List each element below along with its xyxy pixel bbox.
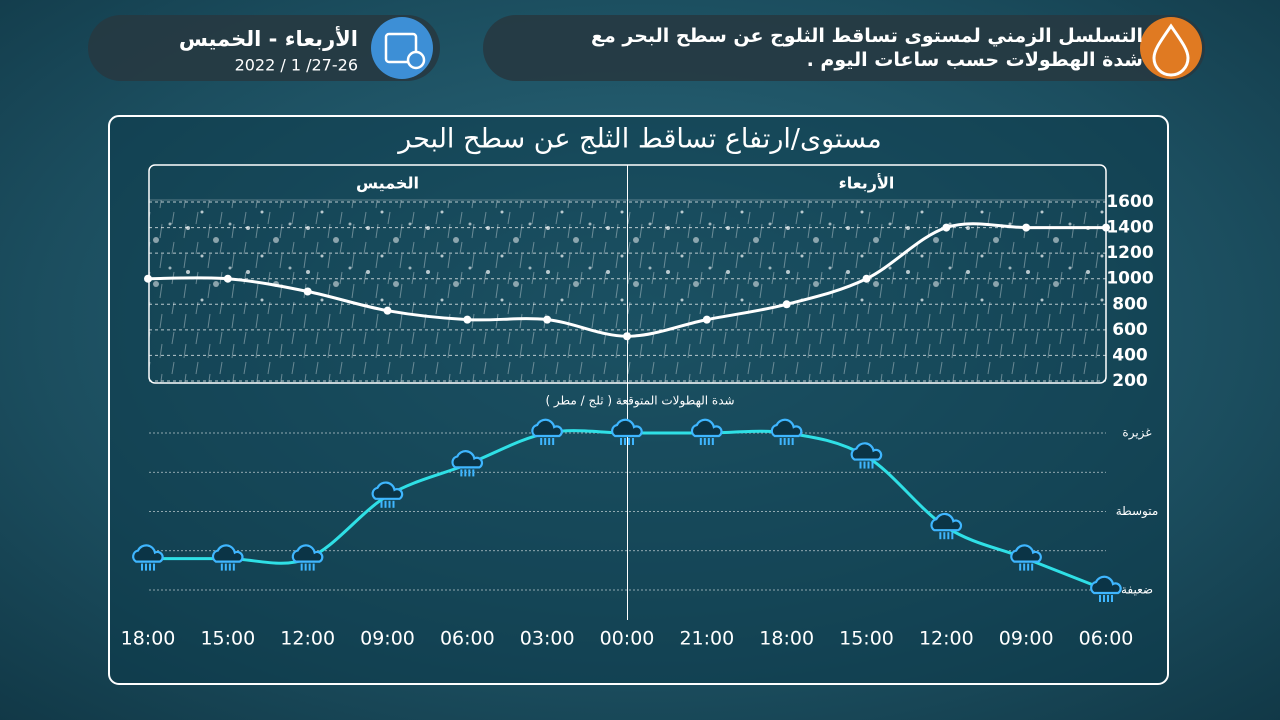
- point: [223, 274, 232, 283]
- x-tick-label: 09:00: [360, 628, 415, 650]
- y-tick-label: غزيرة: [1122, 426, 1151, 441]
- x-tick-label: 21:00: [679, 628, 734, 650]
- x-tick-label: 18:00: [121, 628, 176, 650]
- icon-part: [1010, 544, 1042, 563]
- icon-part: [930, 512, 963, 532]
- point: [383, 306, 392, 315]
- intensity-title: شدة الهطولات المتوقعة ( ثلج / مطر ): [545, 394, 734, 409]
- x-tick-label: 18:00: [759, 628, 814, 650]
- rain-cloud-icon: [211, 544, 244, 571]
- y-tick-label: 1000: [1106, 269, 1153, 289]
- x-tick-label: 15:00: [839, 628, 894, 650]
- clock-icon: [406, 50, 426, 70]
- rain-cloud-icon: [611, 418, 643, 445]
- point: [1102, 223, 1110, 232]
- chart-title: مستوى/ارتفاع تساقط الثلج عن سطح البحر: [396, 124, 882, 155]
- point: [702, 315, 711, 324]
- y-tick-label: 200: [1112, 371, 1148, 391]
- header-days: الأربعاء - الخميس: [179, 25, 358, 51]
- header-date: 2022 / 1 /27-26: [235, 56, 358, 75]
- rain-cloud-icon: [770, 418, 803, 445]
- x-tick-label: 06:00: [1079, 628, 1134, 650]
- icon-part: [451, 450, 484, 469]
- icon-part: [1090, 575, 1122, 595]
- icon-part: [850, 442, 883, 461]
- rain-cloud-icon: [451, 450, 484, 477]
- rain-cloud-icon: [371, 481, 404, 508]
- icon-part: [611, 418, 643, 438]
- y-tick-label: 800: [1112, 294, 1148, 314]
- point: [782, 300, 791, 309]
- x-tick-label: 06:00: [440, 628, 495, 650]
- icon-part: [770, 418, 803, 438]
- point: [543, 315, 552, 324]
- rain-cloud-icon: [291, 544, 324, 571]
- calendar-icon: [384, 32, 418, 64]
- y-tick-label: 1400: [1106, 218, 1153, 238]
- icon-part: [371, 481, 404, 500]
- rain-cloud-icon: [531, 418, 563, 445]
- rain-cloud-icon: [132, 544, 164, 571]
- x-tick-label: 03:00: [520, 628, 575, 650]
- period-label: الأربعاء: [839, 174, 895, 193]
- x-tick-label: 09:00: [999, 628, 1054, 650]
- period-label: الخميس: [356, 174, 419, 193]
- rain-cloud-icon: [1090, 575, 1122, 602]
- icon-part: [211, 544, 244, 563]
- icon-part: [291, 544, 324, 563]
- y-tick-label: 1200: [1106, 243, 1153, 263]
- x-tick-label: 12:00: [280, 628, 335, 650]
- point: [144, 274, 152, 283]
- point: [942, 223, 951, 232]
- y-tick-label: 600: [1112, 320, 1148, 340]
- point: [463, 315, 472, 324]
- date-pill: [88, 15, 440, 81]
- point: [623, 332, 631, 341]
- x-tick-label: 00:00: [600, 628, 655, 650]
- y-tick-label: متوسطة: [1116, 504, 1159, 519]
- point: [862, 274, 871, 283]
- x-tick-label: 12:00: [919, 628, 974, 650]
- icon-part: [132, 544, 164, 563]
- point: [303, 287, 312, 296]
- calendar-icon-bg: [371, 17, 433, 79]
- y-tick-label: 400: [1112, 345, 1148, 365]
- rain-cloud-icon: [690, 418, 723, 445]
- y-tick-label: ضعيفة: [1121, 583, 1153, 597]
- rain-cloud-icon: [1010, 544, 1042, 571]
- x-tick-label: 15:00: [200, 628, 255, 650]
- header-title: التسلسل الزمني لمستوى تساقط الثلوج عن سط…: [591, 25, 1143, 71]
- y-tick-label: 1600: [1106, 192, 1153, 212]
- rain-cloud-icon: [850, 442, 883, 469]
- plot: الأربعاء الخميس 200 400 600 800 1000 1200 1400 16…: [121, 174, 1159, 650]
- rain-cloud-icon: [930, 512, 963, 540]
- title-pill: [483, 15, 1205, 81]
- icon-part: [531, 418, 563, 438]
- icon-part: [690, 418, 723, 438]
- point: [1022, 223, 1031, 232]
- drop-icon: [1152, 23, 1190, 77]
